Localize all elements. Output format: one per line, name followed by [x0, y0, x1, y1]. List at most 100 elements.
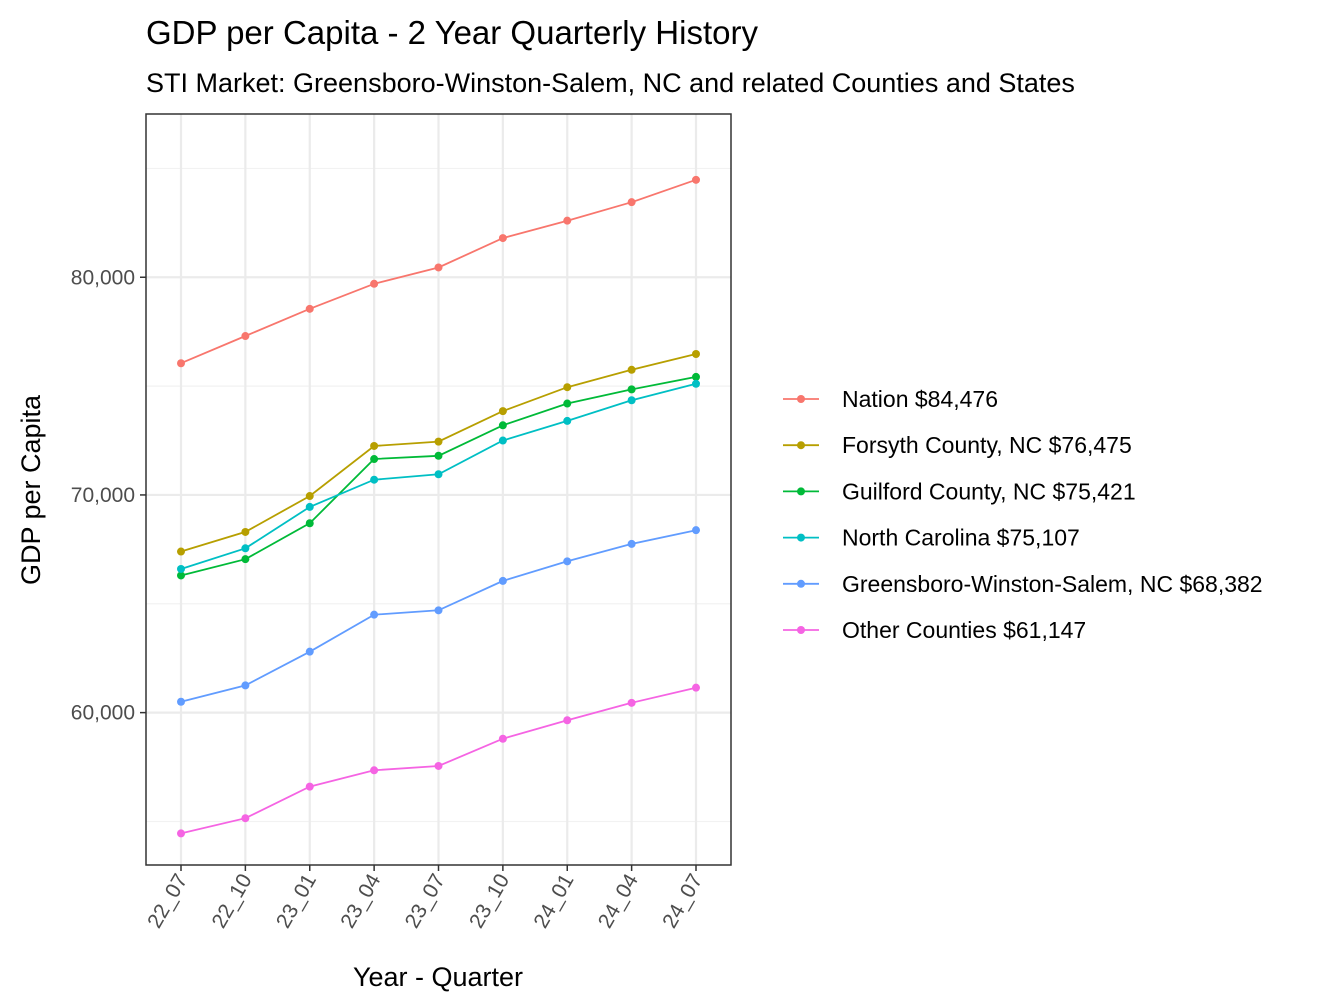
data-point [241, 527, 250, 536]
data-point [241, 544, 250, 553]
data-point [370, 610, 379, 619]
legend-label: Other Counties $61,147 [842, 617, 1086, 643]
data-point [692, 526, 700, 535]
data-point [563, 383, 572, 392]
data-point [177, 359, 185, 368]
chart-subtitle: STI Market: Greensboro-Winston-Salem, NC… [146, 68, 1075, 98]
data-point [305, 782, 314, 791]
major-gridlines [146, 114, 731, 865]
data-point [370, 279, 379, 288]
legend-item: Forsyth County, NC $76,475 [783, 432, 1132, 458]
data-point [498, 576, 507, 585]
legend-item: Greensboro-Winston-Salem, NC $68,382 [783, 571, 1263, 597]
data-point [241, 555, 250, 564]
chart-title: GDP per Capita - 2 Year Quarterly Histor… [146, 14, 758, 51]
data-point [627, 365, 636, 374]
legend-key-point [797, 579, 805, 588]
legend-label: North Carolina $75,107 [842, 525, 1080, 551]
x-tick-label: 23_04 [336, 870, 385, 932]
y-axis-title: GDP per Capita [16, 394, 46, 585]
series-north-carolina [177, 379, 700, 573]
x-tick-label: 24_07 [658, 870, 707, 932]
y-tick-label: 80,000 [71, 266, 135, 289]
data-point [305, 304, 314, 313]
legend-item: Nation $84,476 [783, 386, 998, 412]
data-point [692, 683, 700, 692]
legend-item: North Carolina $75,107 [783, 525, 1080, 551]
data-point [305, 519, 314, 528]
x-tick-label: 22_10 [208, 870, 257, 932]
legend-item: Guilford County, NC $75,421 [783, 478, 1136, 504]
y-tick-label: 70,000 [71, 484, 135, 507]
data-point [177, 564, 185, 573]
data-point [627, 396, 636, 405]
data-point [305, 647, 314, 656]
legend-key-point [797, 395, 805, 403]
data-point [370, 475, 379, 484]
data-point [305, 492, 314, 501]
data-point [370, 455, 379, 464]
data-point [498, 421, 507, 430]
data-point [370, 766, 379, 775]
legend-key-point [797, 626, 805, 634]
data-point [692, 175, 700, 184]
data-point [498, 234, 507, 243]
legend-key-point [797, 487, 805, 496]
data-point [498, 734, 507, 743]
data-point [241, 681, 250, 690]
data-point [434, 470, 443, 479]
data-point [370, 441, 379, 450]
legend-key-point [797, 441, 805, 450]
x-tick-label: 24_01 [529, 870, 578, 932]
data-point [563, 216, 572, 225]
x-tick-label: 24_04 [594, 870, 643, 932]
data-point [177, 829, 185, 838]
data-point [627, 539, 636, 548]
legend: Nation $84,476 Forsyth County, NC $76,475… [783, 386, 1263, 643]
legend-label: Forsyth County, NC $76,475 [842, 432, 1132, 458]
data-point [498, 407, 507, 416]
data-point [563, 399, 572, 408]
x-axis-title: Year - Quarter [353, 962, 523, 992]
data-point [177, 697, 185, 706]
x-tick-label: 23_01 [272, 870, 321, 932]
series-guilford-county-nc [177, 372, 700, 580]
legend-key-point [797, 533, 805, 542]
data-point [177, 547, 185, 556]
series-forsyth-county-nc [177, 349, 700, 556]
y-axis: 60,000 70,000 80,000 [71, 266, 146, 725]
data-point [692, 349, 700, 358]
legend-label: Greensboro-Winston-Salem, NC $68,382 [842, 571, 1263, 597]
legend-label: Nation $84,476 [842, 386, 998, 412]
x-tick-label: 23_07 [401, 870, 450, 932]
series-nation [177, 175, 700, 368]
data-point [692, 372, 700, 381]
data-point [434, 451, 443, 460]
data-point [434, 606, 443, 615]
data-point [627, 198, 636, 207]
data-point [177, 571, 185, 580]
data-point [305, 502, 314, 511]
data-point [434, 263, 443, 272]
x-tick-label: 22_07 [143, 870, 192, 932]
legend-item: Other Counties $61,147 [783, 617, 1086, 643]
data-point [563, 557, 572, 566]
series-greensboro-winston-salem-nc [177, 526, 700, 706]
x-tick-label: 23_10 [465, 870, 514, 932]
data-point [498, 436, 507, 445]
data-point [627, 698, 636, 707]
series-layer [177, 175, 700, 838]
data-point [692, 379, 700, 388]
data-point [434, 437, 443, 446]
data-point [434, 761, 443, 770]
series-other-counties [177, 683, 700, 838]
x-axis: 22_07 22_10 23_01 23_04 23_07 23_10 24_01 24_04… [143, 865, 707, 932]
data-point [627, 385, 636, 394]
legend-label: Guilford County, NC $75,421 [842, 478, 1136, 504]
y-tick-label: 60,000 [71, 702, 135, 725]
data-point [241, 814, 250, 823]
data-point [563, 716, 572, 725]
data-point [563, 416, 572, 425]
data-point [241, 332, 250, 341]
